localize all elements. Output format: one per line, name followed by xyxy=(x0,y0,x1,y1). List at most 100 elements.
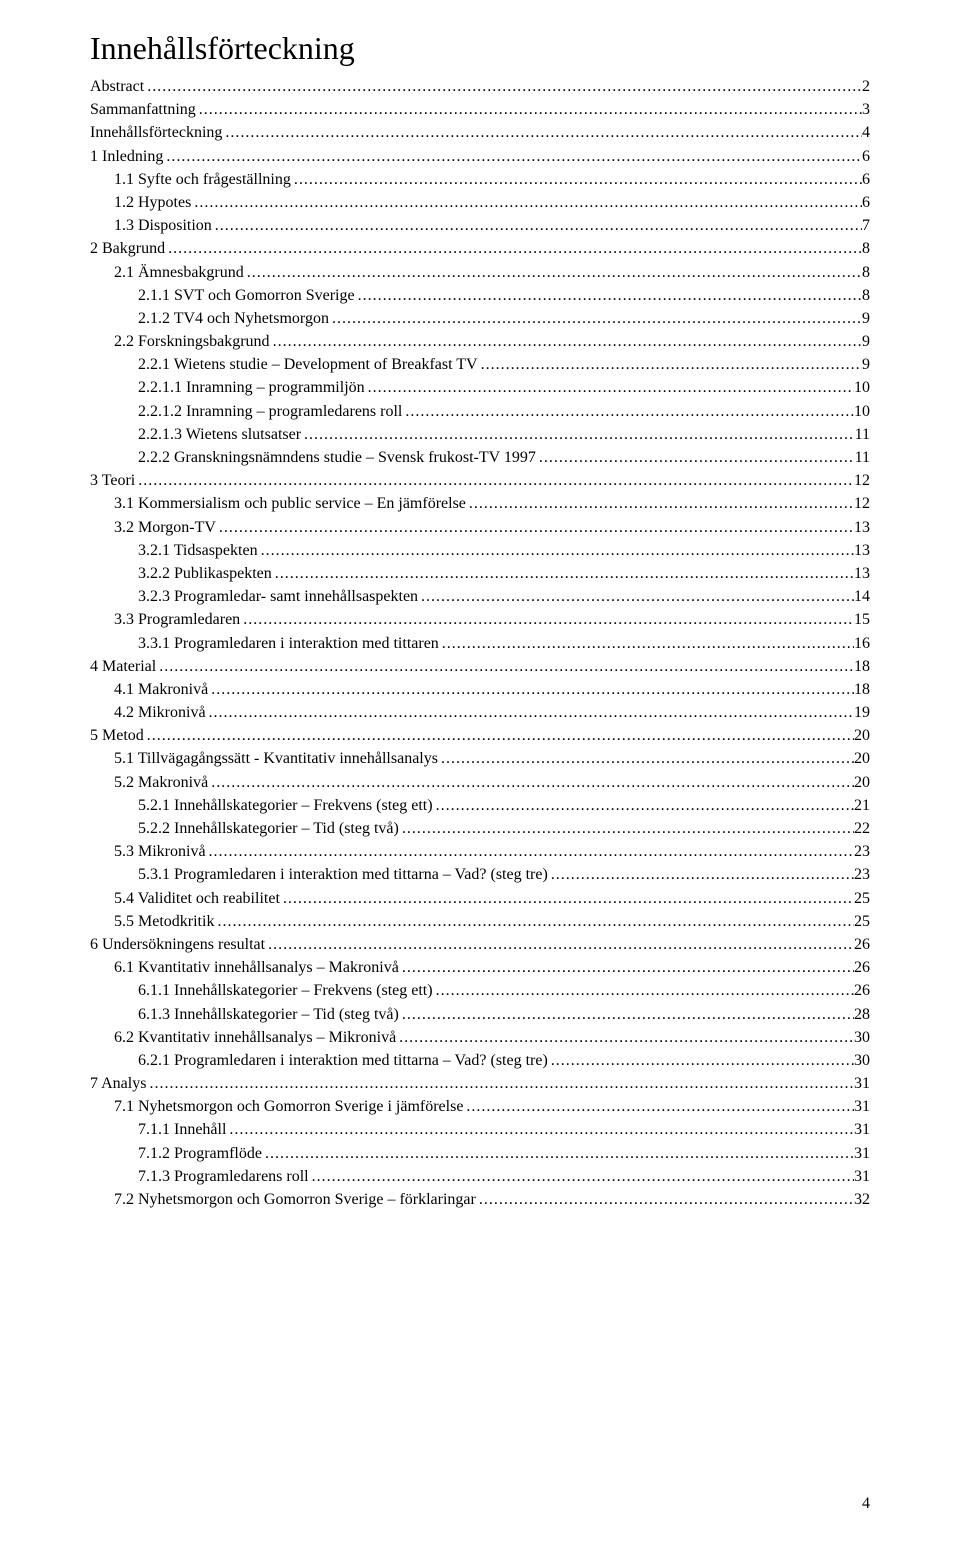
toc-entry-page: 12 xyxy=(854,469,870,492)
toc-entry: 7.2 Nyhetsmorgon och Gomorron Sverige – … xyxy=(90,1188,870,1211)
toc-entry-label: 2.1.1 SVT och Gomorron Sverige xyxy=(138,284,355,307)
toc-entry-page: 18 xyxy=(854,655,870,678)
toc-entry: 6.2.1 Programledaren i interaktion med t… xyxy=(90,1049,870,1072)
toc-entry: Sammanfattning 3 xyxy=(90,98,870,121)
toc-leader-dots xyxy=(135,469,854,492)
toc-entry-label: 6.2.1 Programledaren i interaktion med t… xyxy=(138,1049,548,1072)
toc-entry: 5.3 Mikronivå 23 xyxy=(90,840,870,863)
toc-entry-label: 6 Undersökningens resultat xyxy=(90,933,265,956)
toc-leader-dots xyxy=(262,1142,854,1165)
toc-entry-label: 6.1 Kvantitativ innehållsanalys – Makron… xyxy=(114,956,399,979)
toc-leader-dots xyxy=(291,168,862,191)
toc-entry-page: 10 xyxy=(854,376,870,399)
toc-entry-label: 5.2 Makronivå xyxy=(114,771,208,794)
toc-leader-dots xyxy=(399,956,854,979)
toc-entry: 3.2.2 Publikaspekten 13 xyxy=(90,562,870,585)
toc-entry-label: 2.2.1.3 Wietens slutsatser xyxy=(138,423,301,446)
toc-entry: 1.3 Disposition 7 xyxy=(90,214,870,237)
toc-entry: 5 Metod 20 xyxy=(90,724,870,747)
toc-entry-label: 1.1 Syfte och frågeställning xyxy=(114,168,291,191)
toc-entry-page: 8 xyxy=(862,284,870,307)
toc-leader-dots xyxy=(548,863,854,886)
toc-entry: 2.2 Forskningsbakgrund 9 xyxy=(90,330,870,353)
toc-entry-page: 31 xyxy=(854,1118,870,1141)
toc-entry-label: 5.2.2 Innehållskategorier – Tid (steg tv… xyxy=(138,817,399,840)
toc-entry: 7.1 Nyhetsmorgon och Gomorron Sverige i … xyxy=(90,1095,870,1118)
toc-entry-page: 9 xyxy=(862,353,870,376)
toc-entry-page: 20 xyxy=(854,771,870,794)
toc-entry-page: 2 xyxy=(862,75,870,98)
toc-entry-page: 6 xyxy=(862,191,870,214)
toc-leader-dots xyxy=(146,1072,854,1095)
toc-entry-page: 6 xyxy=(862,145,870,168)
toc-entry-label: 5.5 Metodkritik xyxy=(114,910,214,933)
toc-entry: 2.2.2 Granskningsnämndens studie – Svens… xyxy=(90,446,870,469)
toc-entry-label: 2 Bakgrund xyxy=(90,237,165,260)
toc-entry: Innehållsförteckning 4 xyxy=(90,121,870,144)
toc-leader-dots xyxy=(270,330,862,353)
toc-entry-label: 5.3 Mikronivå xyxy=(114,840,206,863)
document-page: Innehållsförteckning Abstract 2Sammanfat… xyxy=(0,0,960,1543)
toc-entry-page: 12 xyxy=(854,492,870,515)
page-number: 4 xyxy=(862,1495,870,1513)
toc-entry-label: 3.3 Programledaren xyxy=(114,608,240,631)
toc-leader-dots xyxy=(165,237,862,260)
toc-leader-dots xyxy=(258,539,854,562)
toc-entry-label: 4.1 Makronivå xyxy=(114,678,208,701)
toc-entry-page: 31 xyxy=(854,1142,870,1165)
toc-leader-dots xyxy=(206,840,854,863)
toc-entry-page: 16 xyxy=(854,632,870,655)
toc-entry-page: 4 xyxy=(862,121,870,144)
toc-entry-label: 6.1.3 Innehållskategorier – Tid (steg tv… xyxy=(138,1003,399,1026)
toc-entry-label: 5 Metod xyxy=(90,724,144,747)
toc-entry-page: 26 xyxy=(854,979,870,1002)
toc-leader-dots xyxy=(433,794,854,817)
toc-entry: 2.2.1 Wietens studie – Development of Br… xyxy=(90,353,870,376)
toc-entry-page: 15 xyxy=(854,608,870,631)
toc-entry-label: 4.2 Mikronivå xyxy=(114,701,206,724)
toc-entry: 4.2 Mikronivå 19 xyxy=(90,701,870,724)
toc-leader-dots xyxy=(399,1003,854,1026)
toc-entry-label: 5.2.1 Innehållskategorier – Frekvens (st… xyxy=(138,794,433,817)
toc-entry: 7.1.2 Programflöde 31 xyxy=(90,1142,870,1165)
toc-entry-page: 18 xyxy=(854,678,870,701)
toc-entry: 7.1.3 Programledarens roll 31 xyxy=(90,1165,870,1188)
toc-entry: 3 Teori 12 xyxy=(90,469,870,492)
toc-leader-dots xyxy=(439,632,854,655)
toc-leader-dots xyxy=(280,887,854,910)
toc-leader-dots xyxy=(226,1118,854,1141)
toc-entry: 6 Undersökningens resultat 26 xyxy=(90,933,870,956)
toc-entry-page: 26 xyxy=(854,956,870,979)
toc-entry-label: 3.2.2 Publikaspekten xyxy=(138,562,272,585)
toc-entry: 6.1.3 Innehållskategorier – Tid (steg tv… xyxy=(90,1003,870,1026)
toc-entry-page: 31 xyxy=(854,1165,870,1188)
toc-entry-page: 6 xyxy=(862,168,870,191)
toc-entry-page: 19 xyxy=(854,701,870,724)
toc-leader-dots xyxy=(196,98,862,121)
toc-entry-page: 30 xyxy=(854,1026,870,1049)
toc-entry: 3.2.1 Tidsaspekten 13 xyxy=(90,539,870,562)
toc-entry-label: 5.3.1 Programledaren i interaktion med t… xyxy=(138,863,548,886)
toc-leader-dots xyxy=(433,979,854,1002)
toc-entry-page: 20 xyxy=(854,747,870,770)
toc-leader-dots xyxy=(548,1049,854,1072)
toc-entry: 5.4 Validitet och reabilitet 25 xyxy=(90,887,870,910)
toc-entry-page: 9 xyxy=(862,307,870,330)
toc-entry: 3.3 Programledaren 15 xyxy=(90,608,870,631)
toc-entry-page: 30 xyxy=(854,1049,870,1072)
toc-entry-page: 23 xyxy=(854,863,870,886)
toc-entry-label: 7.1.2 Programflöde xyxy=(138,1142,262,1165)
toc-entry: 7.1.1 Innehåll 31 xyxy=(90,1118,870,1141)
toc-entry: 3.1 Kommersialism och public service – E… xyxy=(90,492,870,515)
toc-entry-label: 4 Material xyxy=(90,655,156,678)
toc-entry-label: 3.2.3 Programledar- samt innehållsaspekt… xyxy=(138,585,418,608)
toc-leader-dots xyxy=(463,1095,854,1118)
toc-leader-dots xyxy=(208,678,854,701)
toc-entry-page: 11 xyxy=(855,423,870,446)
toc-entry-page: 9 xyxy=(862,330,870,353)
toc-entry-page: 3 xyxy=(862,98,870,121)
toc-entry: 6.1 Kvantitativ innehållsanalys – Makron… xyxy=(90,956,870,979)
toc-entry-page: 26 xyxy=(854,933,870,956)
toc-leader-dots xyxy=(438,747,854,770)
toc-entry-page: 25 xyxy=(854,887,870,910)
